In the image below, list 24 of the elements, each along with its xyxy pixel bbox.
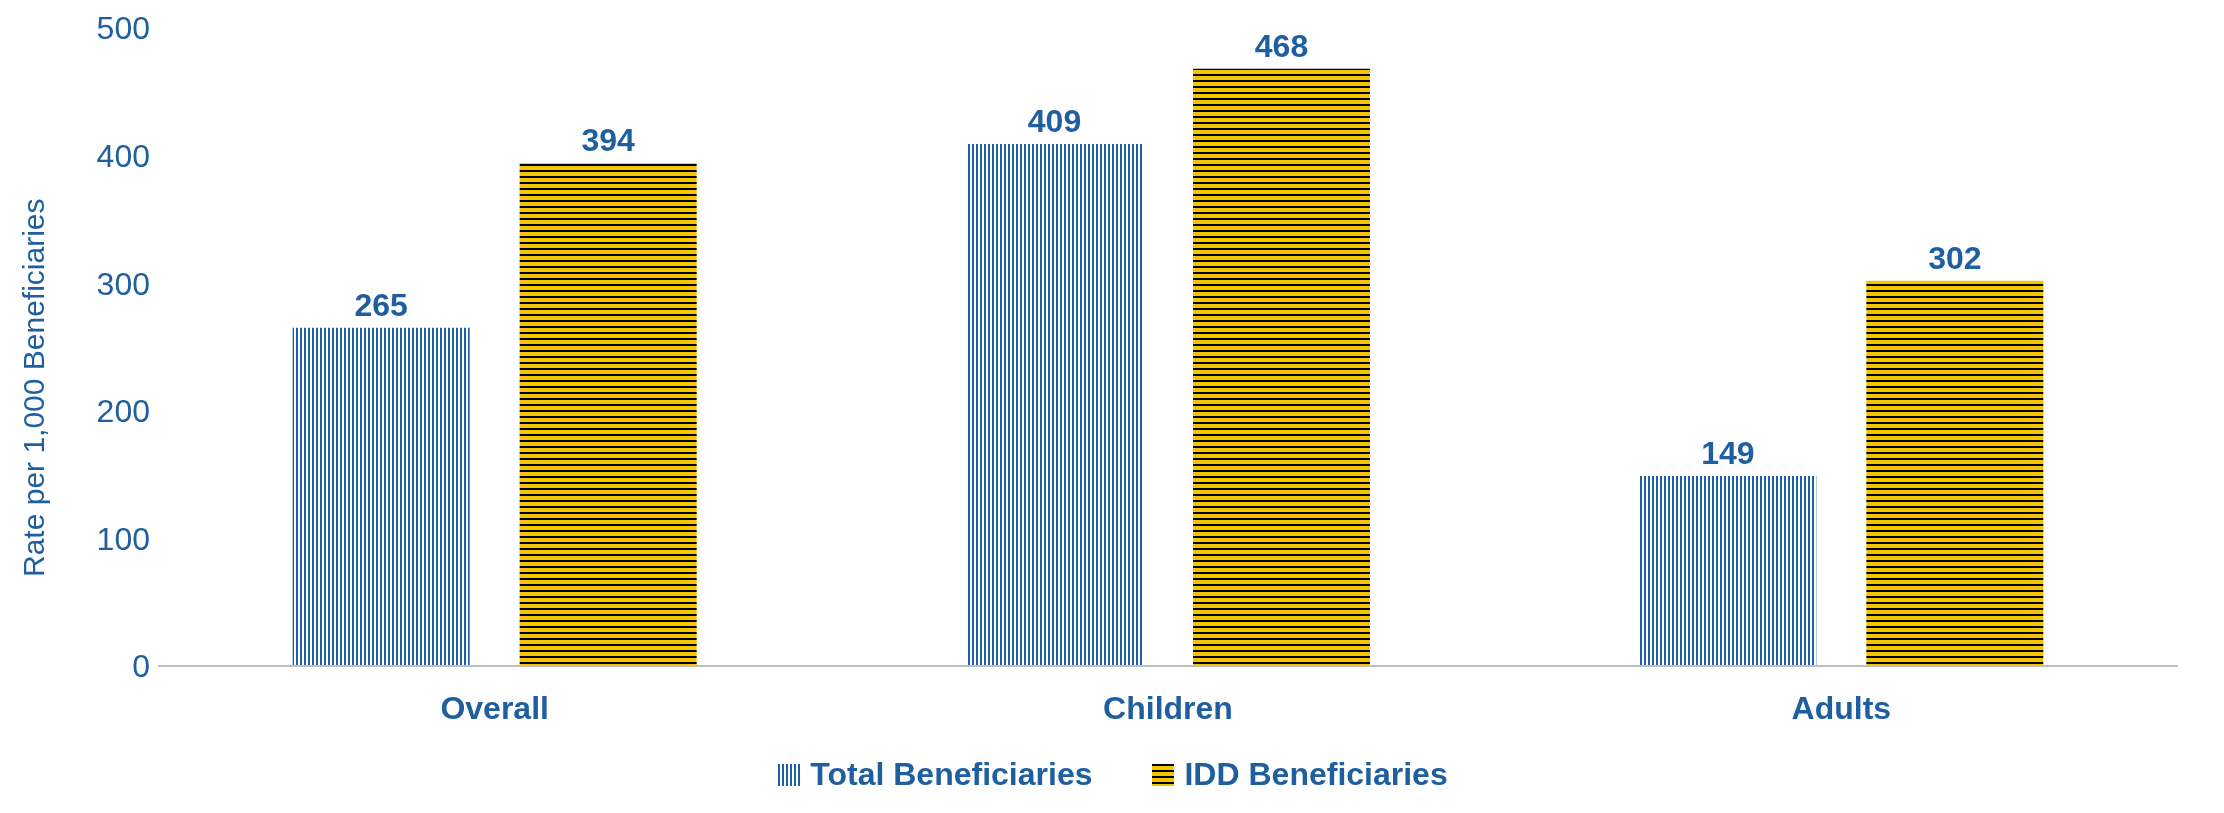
y-tick-label: 0	[132, 648, 150, 685]
data-label: 265	[354, 286, 408, 323]
data-label: 409	[1027, 103, 1082, 140]
data-label: 302	[1928, 239, 1982, 276]
legend-label: IDD Beneficiaries	[1184, 756, 1448, 793]
x-tick-label: Adults	[1791, 689, 1892, 726]
bar	[966, 144, 1143, 666]
data-label: 149	[1701, 434, 1755, 471]
y-tick-label: 500	[96, 10, 150, 47]
y-tick-label: 400	[96, 137, 150, 174]
x-tick-label: Overall	[440, 689, 549, 726]
legend-label: Total Beneficiaries	[810, 756, 1093, 793]
y-tick-label: 100	[96, 520, 150, 557]
bar	[1866, 280, 2044, 666]
data-label: 394	[581, 122, 636, 159]
bar	[292, 327, 470, 666]
bar	[1193, 68, 1370, 666]
y-tick-label: 200	[96, 393, 150, 430]
x-tick-label: Children	[1103, 689, 1233, 726]
data-label: 468	[1254, 27, 1309, 64]
bar	[519, 163, 697, 666]
y-axis-title: Rate per 1,000 Beneficiaries	[16, 198, 50, 577]
y-tick-label: 300	[96, 265, 150, 302]
bar	[1639, 475, 1817, 666]
